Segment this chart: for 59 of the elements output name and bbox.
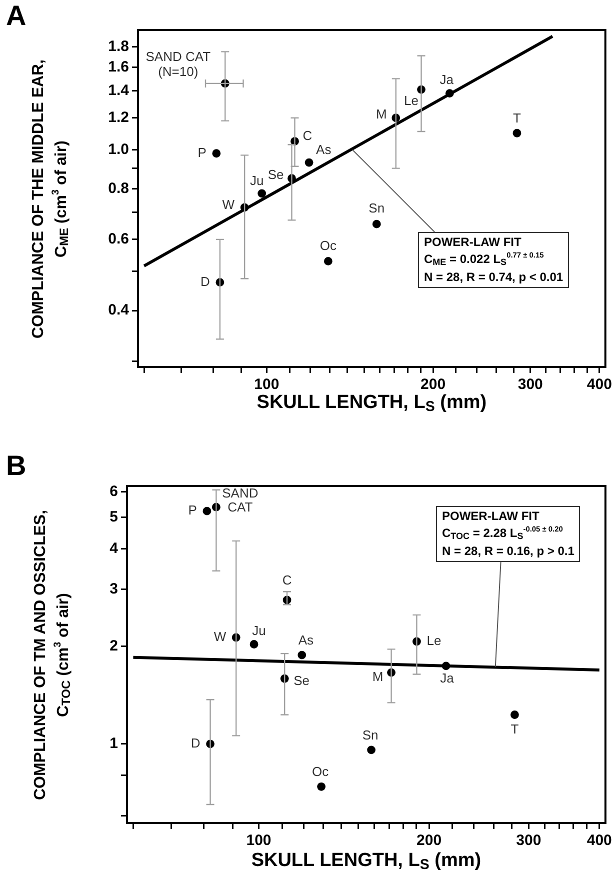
y-tick-label: 2	[110, 637, 118, 654]
series-label: Ja	[440, 670, 455, 686]
chart-title: A	[6, 0, 26, 32]
x-axis-title: SKULL LENGTH, L$_{S}$ (mm)	[250, 850, 482, 873]
y-tick-label: 1	[110, 735, 118, 752]
annotation: N = 28, R = 0.16, p > 0.1	[442, 542, 574, 560]
y-tick-label: 1.6	[108, 58, 129, 76]
x-tick-label: 400	[586, 376, 612, 394]
x-tick-label: 100	[246, 832, 272, 850]
y-tick-label: 0.8	[108, 180, 129, 198]
series-label: T	[510, 721, 519, 736]
series-label: SAND CAT	[146, 49, 211, 64]
series-label: W	[214, 629, 227, 644]
series-label: M	[372, 669, 384, 684]
series-label: Ju	[250, 173, 264, 188]
series-label: As	[316, 142, 332, 158]
series-label: Oc	[320, 238, 337, 253]
y-tick-label: 3	[110, 580, 118, 598]
x-tick-label: 400	[586, 832, 612, 850]
series-label: Sn	[368, 200, 385, 216]
x-tick-label: 200	[416, 832, 442, 850]
series-label: SAND CAT	[222, 486, 258, 515]
y-tick-label: 0.6	[108, 230, 129, 248]
chart-title: B	[6, 450, 26, 482]
series-label: C	[302, 128, 312, 143]
series-label: M	[376, 106, 387, 122]
series-label: Se	[294, 673, 310, 688]
y-tick-label: 0.4	[108, 302, 130, 319]
y-tick-label: 5	[110, 508, 118, 526]
annotation: POWER-LAW FIT	[424, 234, 522, 251]
series-label: Le	[404, 93, 418, 108]
series-label: Ja	[440, 72, 454, 87]
series-label: As	[298, 632, 314, 648]
annotation: (N=10)	[158, 64, 198, 80]
series-label: W	[222, 197, 236, 212]
x-tick-label: 200	[420, 376, 446, 394]
series-label: Ju	[252, 622, 266, 638]
y-tick-label: 6	[110, 482, 118, 500]
y-tick-label: 1.8	[108, 38, 129, 55]
series-label: P	[198, 144, 206, 160]
series-label: D	[190, 735, 200, 750]
series-label: Se	[268, 166, 284, 182]
series-label: Sn	[362, 728, 378, 743]
x-tick-label: 300	[518, 376, 543, 394]
series-label: Le	[426, 633, 442, 648]
x-tick-label: 100	[254, 376, 280, 394]
annotation: POWER-LAW FIT	[442, 508, 540, 525]
y-tick-label: 1.2	[108, 108, 129, 126]
x-axis-title: SKULL LENGTH, L$_{S}$ (mm)	[256, 392, 488, 415]
annotation: N = 28, R = 0.74, p < 0.01	[424, 268, 564, 286]
y-tick-label: 1.0	[108, 140, 129, 158]
series-label: T	[512, 110, 521, 126]
series-label: D	[200, 274, 210, 289]
series-label: C	[282, 572, 292, 588]
series-label: Oc	[312, 764, 330, 780]
y-tick-label: 4	[110, 540, 119, 557]
x-tick-label: 300	[516, 832, 542, 850]
y-tick-label: 1.4	[108, 82, 130, 99]
series-label: P	[188, 502, 197, 518]
